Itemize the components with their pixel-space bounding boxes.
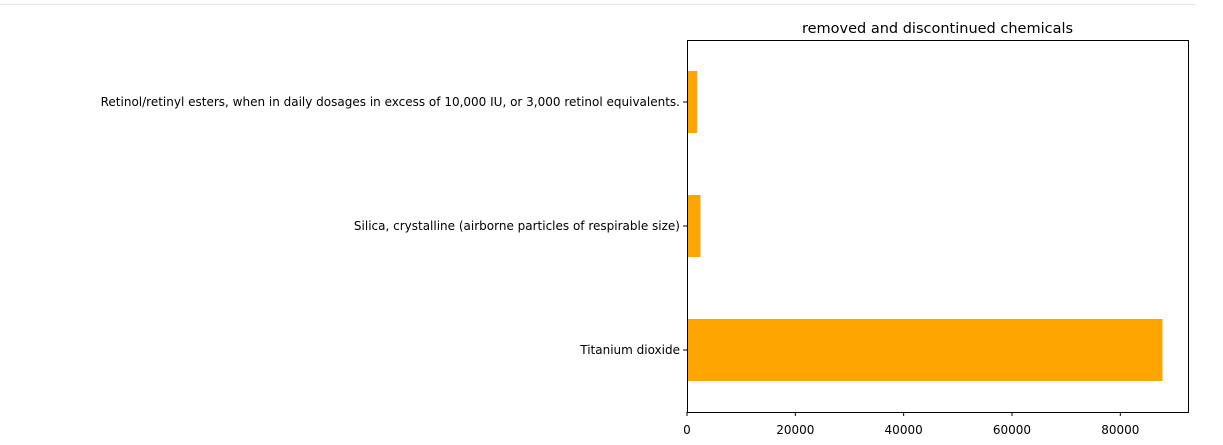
bar	[687, 319, 1163, 381]
bars-group	[687, 71, 1163, 381]
x-tick-label: 40000	[885, 423, 923, 437]
category-label: Silica, crystalline (airborne particles …	[354, 219, 680, 233]
x-tick-label: 80000	[1101, 423, 1139, 437]
bar	[687, 195, 701, 257]
bar	[687, 71, 698, 133]
x-tick-label: 20000	[776, 423, 814, 437]
x-axis-ticks-group: 0 20000 40000 60000 80000	[683, 412, 1139, 437]
notebook-cell-divider	[0, 0, 1196, 5]
x-tick-label: 60000	[993, 423, 1031, 437]
plot-frame	[687, 40, 1189, 413]
category-label: Titanium dioxide	[579, 343, 680, 357]
chart-title: removed and discontinued chemicals	[802, 21, 1073, 37]
x-tick-label: 0	[683, 423, 691, 437]
category-label: Retinol/retinyl esters, when in daily do…	[101, 95, 680, 109]
category-labels-group: Retinol/retinyl esters, when in daily do…	[101, 95, 687, 357]
